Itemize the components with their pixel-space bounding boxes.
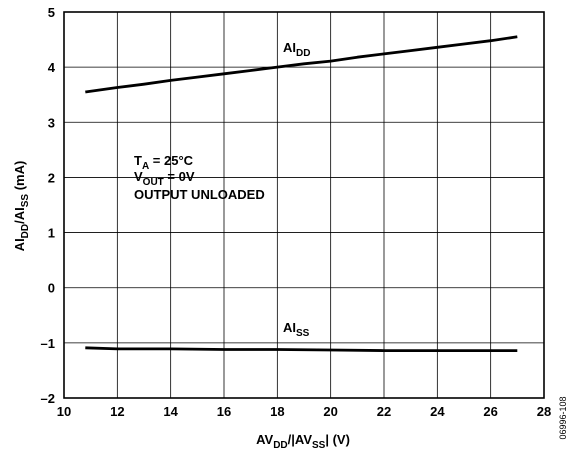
series-label-aidd: AIDD (283, 40, 310, 59)
annotation-vout: VOUT = 0V (134, 169, 195, 188)
plot-frame (63, 11, 545, 399)
x-tick-label: 24 (430, 404, 445, 419)
x-tick-labels: 10 12 14 16 18 20 22 24 26 28 (57, 404, 551, 419)
x-tick-label: 22 (377, 404, 391, 419)
y-tick-label: 2 (48, 170, 55, 185)
x-tick-label: 14 (163, 404, 178, 419)
series-label-aiss: AISS (283, 320, 310, 339)
y-tick-label: 1 (48, 226, 55, 241)
y-tick-label: –1 (41, 336, 55, 351)
y-tick-label: 4 (48, 60, 56, 75)
series-line-aiss (85, 346, 518, 353)
annotation-temperature: TA = 25°C (134, 153, 194, 172)
y-tick-label: 3 (48, 115, 55, 130)
y-tick-labels: –2 –1 0 1 2 3 4 5 (41, 5, 56, 406)
series-line-aidd (85, 35, 518, 94)
figure-code: 06996-108 (558, 396, 568, 439)
y-tick-label: 5 (48, 5, 55, 20)
x-tick-label: 12 (110, 404, 124, 419)
series-layer (85, 35, 518, 353)
x-axis-label: AVDD/|AVSS| (V) (256, 432, 350, 451)
x-tick-label: 18 (270, 404, 284, 419)
gridlines (64, 12, 544, 398)
x-tick-label: 26 (483, 404, 497, 419)
y-axis-label: AIDD/AISS (mA) (12, 161, 31, 252)
y-tick-label: 0 (48, 281, 55, 296)
x-tick-label: 10 (57, 404, 71, 419)
y-tick-label: –2 (41, 391, 55, 406)
x-tick-label: 16 (217, 404, 231, 419)
annotation-output-unloaded: OUTPUT UNLOADED (134, 187, 265, 202)
x-tick-label: 28 (537, 404, 551, 419)
x-tick-label: 20 (323, 404, 337, 419)
